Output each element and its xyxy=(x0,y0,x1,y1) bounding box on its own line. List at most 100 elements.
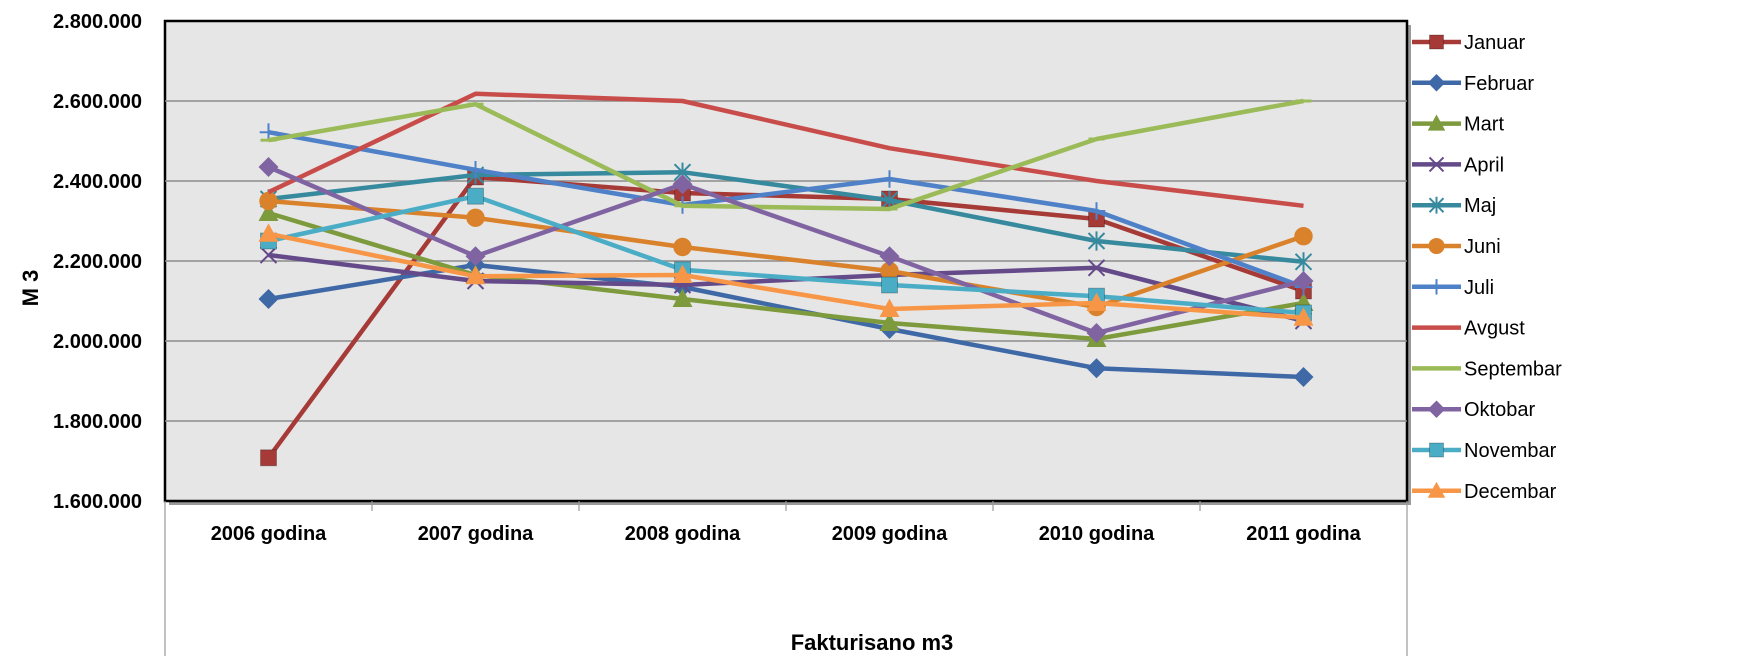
data-point xyxy=(1427,114,1446,131)
data-point xyxy=(879,246,900,267)
data-point xyxy=(672,174,693,195)
legend-item: Februar xyxy=(1412,73,1534,95)
series-line xyxy=(268,169,1304,265)
legend-item: Maj xyxy=(1412,195,1496,217)
data-point xyxy=(1427,481,1446,498)
data-point xyxy=(880,170,899,188)
data-point xyxy=(258,289,279,309)
legend-item: Decembar xyxy=(1412,481,1557,503)
x-tick-label: 2006 godina xyxy=(211,523,327,545)
data-point xyxy=(1428,156,1445,173)
data-point xyxy=(1293,307,1314,326)
data-point xyxy=(1429,442,1444,458)
legend-label: Juni xyxy=(1464,236,1501,258)
series-line xyxy=(268,231,1304,321)
y-tick-label: 2.400.000 xyxy=(53,171,142,193)
series-group xyxy=(258,91,1314,467)
legend-label: Novembar xyxy=(1464,440,1557,462)
legend-item: Septembar xyxy=(1412,358,1562,380)
y-tick-label: 2.800.000 xyxy=(53,11,142,33)
data-point xyxy=(880,261,899,281)
legend-item: Novembar xyxy=(1412,440,1557,462)
y-tick-label: 2.200.000 xyxy=(53,251,142,273)
series-line xyxy=(267,164,1305,336)
y-tick-label: 1.800.000 xyxy=(53,411,142,433)
data-point xyxy=(1427,400,1446,418)
legend-label: Decembar xyxy=(1464,481,1557,503)
data-point xyxy=(672,288,693,307)
data-point xyxy=(1086,323,1107,343)
data-point xyxy=(1428,196,1445,214)
data-point xyxy=(260,449,277,467)
legend-label: Maj xyxy=(1464,195,1496,217)
x-axis-ticks: 2006 godina 2007 godina 2008 godina 2009 go… xyxy=(164,501,1408,656)
data-point xyxy=(879,298,900,317)
x-tick-label: 2011 godina xyxy=(1246,523,1361,545)
legend-label: Mart xyxy=(1464,114,1504,136)
data-point xyxy=(1428,237,1445,255)
data-point xyxy=(881,276,898,294)
legend-label: Septembar xyxy=(1464,358,1562,380)
data-point xyxy=(1293,271,1314,291)
legend-item: Juli xyxy=(1412,277,1494,299)
data-point xyxy=(1086,358,1107,379)
data-point xyxy=(1294,227,1313,246)
data-point xyxy=(466,208,485,227)
data-point xyxy=(258,157,279,177)
legend-label: Januar xyxy=(1464,32,1525,54)
x-tick-label: 2009 godina xyxy=(832,523,948,545)
legend-item: Juni xyxy=(1412,236,1501,258)
data-point xyxy=(258,202,279,221)
data-point xyxy=(1087,259,1106,277)
data-point xyxy=(1086,292,1107,311)
legend-item: April xyxy=(1412,154,1504,176)
legend-label: Juli xyxy=(1464,277,1494,299)
x-axis-label: Fakturisano m3 xyxy=(791,630,954,655)
data-point xyxy=(1294,252,1313,272)
series-line xyxy=(268,198,1305,310)
data-point xyxy=(672,264,693,283)
data-point xyxy=(1428,279,1445,295)
legend-item: Mart xyxy=(1412,114,1504,136)
series-decembar xyxy=(258,223,1314,326)
y-tick-label: 1.600.000 xyxy=(53,491,142,513)
y-axis-label: M 3 xyxy=(18,270,43,307)
legend-label: April xyxy=(1464,154,1504,176)
x-tick-label: 2007 godina xyxy=(418,523,534,545)
data-point xyxy=(1427,74,1446,92)
series-line xyxy=(267,210,1304,342)
legend-item: Januar xyxy=(1412,32,1525,54)
legend-label: Avgust xyxy=(1464,318,1525,340)
data-point xyxy=(673,237,692,257)
data-point xyxy=(465,246,486,267)
series-line xyxy=(268,129,1305,290)
legend-item: Oktobar xyxy=(1412,399,1535,421)
data-point xyxy=(465,265,486,285)
data-point xyxy=(1429,34,1444,50)
legend-label: Februar xyxy=(1464,73,1534,95)
series-oktobar xyxy=(258,157,1314,343)
data-point xyxy=(259,191,278,211)
legend-item: Avgust xyxy=(1412,318,1525,340)
data-point xyxy=(1087,231,1106,251)
y-tick-label: 2.600.000 xyxy=(53,91,142,113)
legend-label: Oktobar xyxy=(1464,399,1535,421)
x-tick-label: 2010 godina xyxy=(1039,523,1155,545)
series-septembar xyxy=(260,98,1312,212)
data-point xyxy=(879,312,900,331)
y-axis-ticks: 1.600.000 1.800.000 2.000.000 2.200.000 2.40… xyxy=(53,11,142,513)
series-line xyxy=(268,98,1304,212)
data-point xyxy=(1293,367,1314,387)
data-point xyxy=(1087,202,1106,220)
x-tick-label: 2008 godina xyxy=(625,523,741,545)
data-point xyxy=(467,187,484,205)
data-point xyxy=(258,223,279,242)
series-line xyxy=(266,174,1305,460)
data-point xyxy=(466,161,485,179)
y-tick-label: 2.000.000 xyxy=(53,331,142,353)
legend: Januar Februar Mart April Maj Juni Juli Avgust S… xyxy=(1412,32,1562,503)
series-line xyxy=(268,252,1305,324)
series-line xyxy=(268,193,1304,316)
data-point xyxy=(259,246,278,264)
